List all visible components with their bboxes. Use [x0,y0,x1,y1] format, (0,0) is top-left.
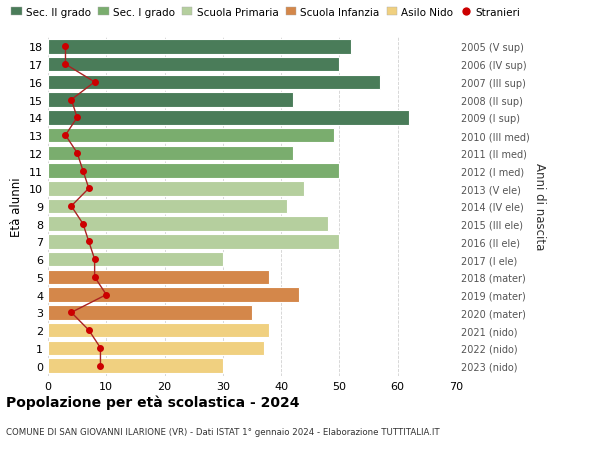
Bar [48,341,263,355]
Point [78,168,88,175]
Point [95,362,105,369]
Point [67,97,76,104]
Bar [48,75,380,90]
Bar [48,164,340,179]
Bar [48,58,340,72]
Bar [48,199,287,214]
Bar [48,235,340,249]
Bar [48,270,269,285]
Bar [48,129,334,143]
Bar [48,217,328,231]
Y-axis label: Anni di nascita: Anni di nascita [533,163,546,250]
Bar [48,288,299,302]
Point [84,185,94,192]
Point [90,256,100,263]
Point [61,44,70,51]
Point [84,327,94,334]
Bar [48,146,293,161]
Point [67,203,76,210]
Legend: Sec. II grado, Sec. I grado, Scuola Primaria, Scuola Infanzia, Asilo Nido, Stran: Sec. II grado, Sec. I grado, Scuola Prim… [11,7,520,17]
Text: Popolazione per età scolastica - 2024: Popolazione per età scolastica - 2024 [6,395,299,409]
Point [84,238,94,246]
Text: COMUNE DI SAN GIOVANNI ILARIONE (VR) - Dati ISTAT 1° gennaio 2024 - Elaborazione: COMUNE DI SAN GIOVANNI ILARIONE (VR) - D… [6,427,440,436]
Point [95,344,105,352]
Bar [48,182,304,196]
Point [73,114,82,122]
Point [61,62,70,69]
Bar [48,323,269,338]
Point [67,309,76,316]
Y-axis label: Età alunni: Età alunni [10,177,23,236]
Bar [48,252,223,267]
Bar [48,93,293,108]
Point [90,274,100,281]
Point [90,79,100,86]
Bar [48,305,252,320]
Bar [48,358,223,373]
Point [78,221,88,228]
Bar [48,40,351,55]
Point [73,150,82,157]
Point [101,291,111,299]
Point [61,132,70,140]
Bar [48,111,409,125]
